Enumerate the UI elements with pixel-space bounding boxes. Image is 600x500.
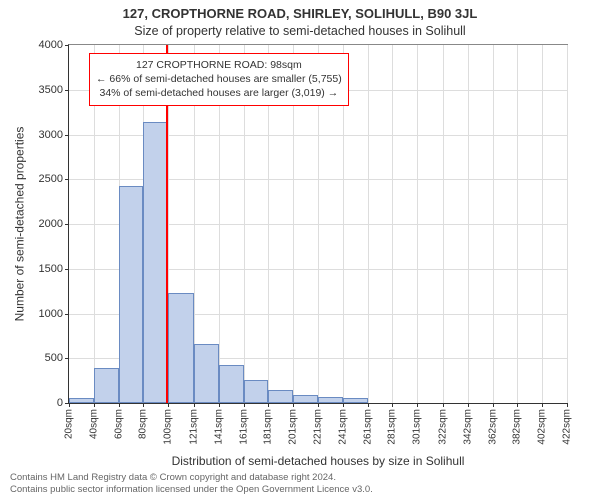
y-tick-label: 3000 <box>39 129 69 141</box>
gridline-vertical <box>392 45 393 403</box>
x-tick-label: 80sqm <box>138 403 149 439</box>
x-tick-label: 221sqm <box>313 403 324 445</box>
y-tick-label: 1000 <box>39 308 69 320</box>
gridline-vertical <box>443 45 444 403</box>
footer-line-2: Contains public sector information licen… <box>10 484 590 496</box>
x-tick-label: 281sqm <box>387 403 398 445</box>
y-tick-label: 1500 <box>39 263 69 275</box>
x-tick-label: 181sqm <box>263 403 274 445</box>
histogram-bar <box>293 395 318 403</box>
gridline-vertical <box>567 45 568 403</box>
histogram-bar <box>268 390 293 403</box>
x-tick-label: 121sqm <box>189 403 200 445</box>
x-tick-label: 261sqm <box>362 403 373 445</box>
x-axis-label: Distribution of semi-detached houses by … <box>68 454 568 468</box>
y-tick-label: 2500 <box>39 173 69 185</box>
x-tick-label: 301sqm <box>412 403 423 445</box>
annotation-box: 127 CROPTHORNE ROAD: 98sqm ← 66% of semi… <box>89 53 349 106</box>
gridline-vertical <box>517 45 518 403</box>
annotation-line-1: 127 CROPTHORNE ROAD: 98sqm <box>96 58 342 72</box>
x-tick-label: 20sqm <box>64 403 75 439</box>
x-tick-label: 322sqm <box>438 403 449 445</box>
y-tick-label: 3500 <box>39 84 69 96</box>
x-tick-label: 402sqm <box>537 403 548 445</box>
x-tick-label: 141sqm <box>213 403 224 445</box>
histogram-bar <box>244 380 269 403</box>
attribution-footer: Contains HM Land Registry data © Crown c… <box>10 472 590 496</box>
histogram-bar <box>94 368 119 403</box>
histogram-bar <box>318 397 343 403</box>
histogram-bar <box>168 293 194 403</box>
x-tick-label: 382sqm <box>512 403 523 445</box>
gridline-vertical <box>493 45 494 403</box>
annotation-line-2: ← 66% of semi-detached houses are smalle… <box>96 72 342 86</box>
x-tick-label: 100sqm <box>163 403 174 445</box>
x-tick-label: 40sqm <box>88 403 99 439</box>
annotation-line-3: 34% of semi-detached houses are larger (… <box>96 86 342 100</box>
y-tick-label: 500 <box>45 352 69 364</box>
footer-line-1: Contains HM Land Registry data © Crown c… <box>10 472 590 484</box>
histogram-bar <box>119 186 144 403</box>
chart-main-title: 127, CROPTHORNE ROAD, SHIRLEY, SOLIHULL,… <box>0 6 600 21</box>
gridline-vertical <box>417 45 418 403</box>
histogram-bar <box>343 398 368 403</box>
histogram-bar <box>69 398 94 403</box>
histogram-bar <box>143 122 168 403</box>
x-tick-label: 342sqm <box>462 403 473 445</box>
y-axis-label: Number of semi-detached properties <box>10 44 28 404</box>
gridline-vertical <box>468 45 469 403</box>
x-tick-label: 362sqm <box>487 403 498 445</box>
gridline-vertical <box>542 45 543 403</box>
histogram-bar <box>219 365 244 403</box>
chart-subtitle: Size of property relative to semi-detach… <box>0 24 600 38</box>
y-tick-label: 2000 <box>39 218 69 230</box>
x-tick-label: 161sqm <box>238 403 249 445</box>
gridline-vertical <box>368 45 369 403</box>
y-tick-label: 4000 <box>39 39 69 51</box>
chart-plot-area: 0500100015002000250030003500400020sqm40s… <box>68 44 568 404</box>
x-tick-label: 241sqm <box>337 403 348 445</box>
histogram-bar <box>194 344 219 403</box>
x-tick-label: 422sqm <box>562 403 573 445</box>
x-tick-label: 60sqm <box>113 403 124 439</box>
x-tick-label: 201sqm <box>288 403 299 445</box>
